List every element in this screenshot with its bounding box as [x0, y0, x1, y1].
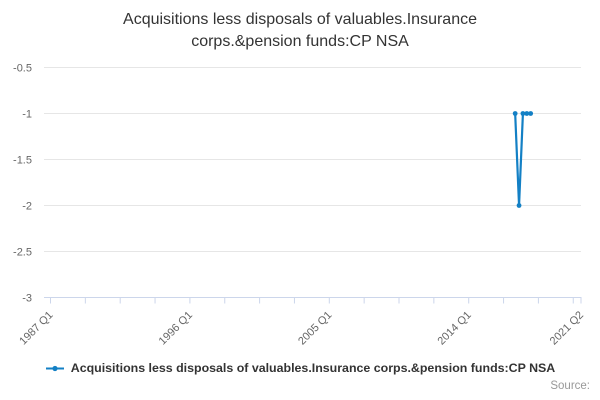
y-axis-tick-label: -1	[22, 109, 32, 121]
y-axis-tick-label: -2.5	[13, 247, 32, 259]
y-axis-tick-label: -3	[22, 293, 32, 305]
chart-plot-area: -0.5 -1 -1.5 -2 -2.5 -3 1987 Q1 1996 Q1 2005 Q1 2…	[13, 63, 586, 348]
data-point-marker[interactable]	[528, 111, 534, 116]
legend-line-marker-icon	[45, 365, 64, 371]
x-axis-tick-label: 2014 Q1	[435, 309, 473, 347]
y-axis-tick-label: -1.5	[13, 155, 32, 167]
x-axis-tick-label: 2005 Q1	[296, 309, 334, 347]
legend-marker-dot	[52, 365, 58, 371]
data-point-marker[interactable]	[520, 111, 526, 116]
legend-label: Acquisitions less disposals of valuables…	[70, 361, 556, 375]
data-point-marker[interactable]	[516, 203, 522, 208]
x-axis-tick-label: 1996 Q1	[157, 309, 195, 347]
source-label: Source:	[550, 380, 590, 392]
data-point-marker[interactable]	[524, 111, 530, 116]
x-axis-tick-label: 2021 Q2	[548, 309, 586, 347]
chart-title-line2: corps.&pension funds:CP NSA	[191, 33, 409, 50]
y-axis-tick-label: -0.5	[13, 63, 32, 75]
data-point-marker[interactable]	[512, 111, 518, 116]
y-axis-tick-label: -2	[22, 201, 32, 213]
chart-title: Acquisitions less disposals of valuables…	[40, 9, 560, 53]
legend-item[interactable]: Acquisitions less disposals of valuables…	[0, 361, 600, 375]
chart-title-line1: Acquisitions less disposals of valuables…	[123, 11, 477, 28]
x-axis-tick-label: 1987 Q1	[17, 309, 55, 347]
